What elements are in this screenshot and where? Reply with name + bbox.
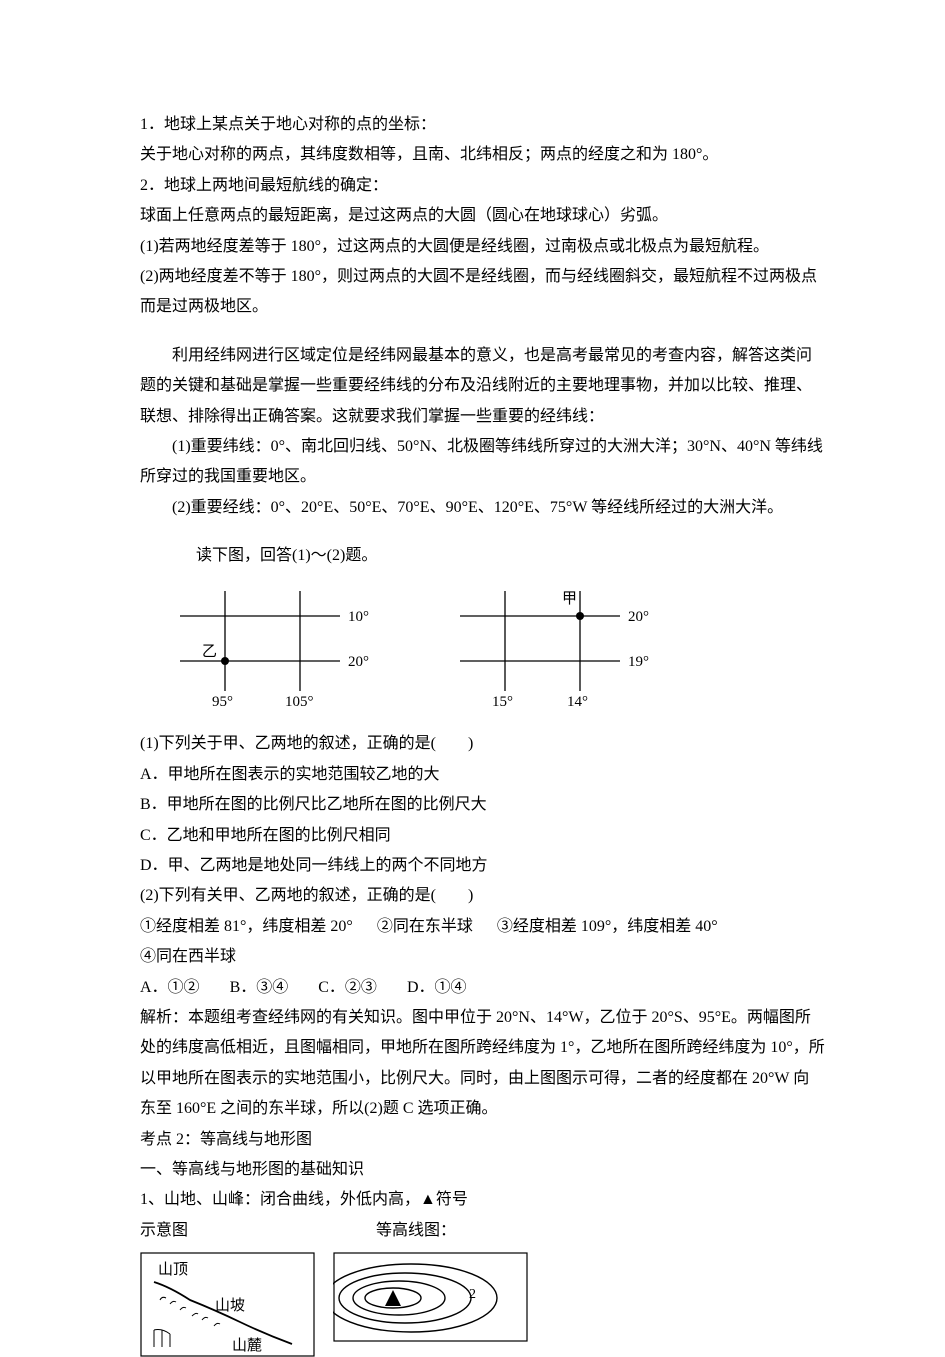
q1-option-d: D．甲、乙两地是地处同一纬线上的两个不同地方 (140, 851, 825, 881)
svg-text:14°: 14° (567, 694, 588, 710)
mountain-sketch: 山顶 山坡 山麓 (140, 1252, 315, 1357)
svg-text:19°: 19° (628, 654, 649, 670)
para-5: (1)若两地经度差等于 180°，过这两点的大圆便是经线圈，过南极点或北极点为最… (140, 232, 825, 262)
diagram-right: 甲 20° 19° 15° 14° (450, 581, 670, 711)
svg-text:乙: 乙 (202, 644, 217, 660)
svg-text:山顶: 山顶 (158, 1261, 188, 1278)
diagram-left: 乙 10° 20° 95° 105° (170, 581, 390, 711)
q2-stmt-2: ②同在东半球 (377, 918, 473, 935)
question-1: (1)下列关于甲、乙两地的叙述，正确的是( ) (140, 729, 825, 759)
svg-text:95°: 95° (212, 694, 233, 710)
page-number: 2 (469, 1282, 476, 1309)
para-4: 球面上任意两点的最短距离，是过这两点的大圆（圆心在地球球心）劣弧。 (140, 201, 825, 231)
kp2-sub-a: 一、等高线与地形图的基础知识 (140, 1155, 825, 1185)
svg-text:15°: 15° (492, 694, 513, 710)
para-2: 关于地心对称的两点，其纬度数相等，且南、北纬相反；两点的经度之和为 180°。 (140, 140, 825, 170)
svg-text:20°: 20° (348, 654, 369, 670)
para-9: (2)重要经线：0°、20°E、50°E、70°E、90°E、120°E、75°… (140, 493, 825, 523)
q2-option-c: C．②③ (318, 979, 377, 996)
q1-option-c: C．乙地和甲地所在图的比例尺相同 (140, 821, 825, 851)
kp2-sub-b: 1、山地、山峰：闭合曲线，外低内高，▲符号 (140, 1185, 825, 1215)
svg-text:甲: 甲 (562, 591, 577, 607)
contour-diagrams: 山顶 山坡 山麓 (140, 1252, 825, 1357)
question-2: (2)下列有关甲、乙两地的叙述，正确的是( ) (140, 881, 825, 911)
q2-option-a: A．①② (140, 979, 200, 996)
para-1: 1．地球上某点关于地心对称的点的坐标： (140, 110, 825, 140)
kp2-sub-c: 示意图 等高线图： (140, 1216, 825, 1246)
lat-lon-diagrams: 乙 10° 20° 95° 105° 甲 20° 19° 15° 14° (170, 581, 825, 711)
q1-option-b: B．甲地所在图的比例尺比乙地所在图的比例尺大 (140, 790, 825, 820)
kp2-title: 考点 2：等高线与地形图 (140, 1125, 825, 1155)
q2-statements-1: ①经度相差 81°，纬度相差 20° ②同在东半球 ③经度相差 109°，纬度相… (140, 912, 825, 942)
q2-statements-2: ④同在西半球 (140, 942, 825, 972)
para-6: (2)两地经度差不等于 180°，则过两点的大圆不是经线圈，而与经线圈斜交，最短… (140, 262, 825, 323)
para-8: (1)重要纬线：0°、南北回归线、50°N、北极圈等纬线所穿过的大洲大洋；30°… (140, 432, 825, 493)
q1-option-a: A．甲地所在图表示的实地范围较乙地的大 (140, 760, 825, 790)
q2-option-d: D．①④ (407, 979, 467, 996)
svg-text:10°: 10° (348, 609, 369, 625)
svg-text:105°: 105° (285, 694, 314, 710)
svg-text:山麓: 山麓 (232, 1337, 262, 1354)
q2-stmt-3: ③经度相差 109°，纬度相差 40° (497, 918, 718, 935)
kp2c-left-label: 示意图 (140, 1222, 188, 1239)
para-7: 利用经纬网进行区域定位是经纬网最基本的意义，也是高考最常见的考查内容，解答这类问… (140, 341, 825, 432)
q2-stmt-1: ①经度相差 81°，纬度相差 20° (140, 918, 353, 935)
contour-map (333, 1252, 528, 1342)
kp2c-right-label: 等高线图： (376, 1222, 456, 1239)
analysis: 解析：本题组考查经纬网的有关知识。图中甲位于 20°N、14°W，乙位于 20°… (140, 1003, 825, 1125)
svg-text:山坡: 山坡 (215, 1297, 245, 1314)
instruction: 读下图，回答(1)～(2)题。 (140, 541, 825, 571)
svg-text:20°: 20° (628, 609, 649, 625)
q2-options: A．①② B．③④ C．②③ D．①④ (140, 973, 825, 1003)
para-3: 2．地球上两地间最短航线的确定： (140, 171, 825, 201)
q2-option-b: B．③④ (230, 979, 289, 996)
